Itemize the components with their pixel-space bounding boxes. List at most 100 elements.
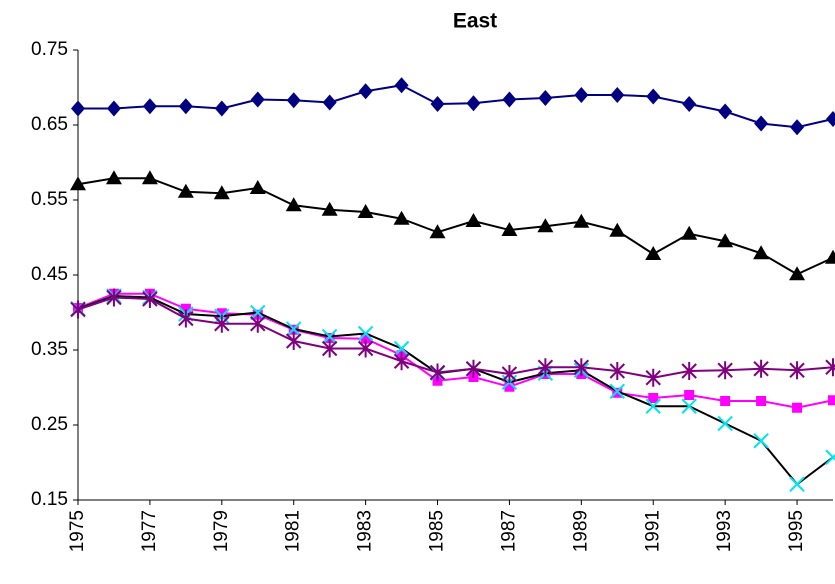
marker bbox=[180, 303, 191, 314]
marker bbox=[250, 304, 266, 321]
marker bbox=[756, 396, 767, 406]
x-tick-label: 1981 bbox=[283, 510, 304, 552]
marker bbox=[393, 340, 410, 357]
marker bbox=[394, 77, 409, 94]
marker bbox=[681, 362, 697, 380]
marker bbox=[142, 98, 157, 115]
marker bbox=[753, 433, 769, 449]
marker bbox=[501, 222, 518, 236]
y-tick-label: 0.55 bbox=[31, 189, 68, 210]
marker bbox=[250, 314, 266, 333]
marker bbox=[286, 92, 301, 109]
marker bbox=[71, 100, 85, 117]
marker-stroke bbox=[286, 321, 302, 337]
x-tick-label: 1977 bbox=[139, 510, 160, 552]
marker bbox=[321, 339, 338, 358]
marker bbox=[429, 224, 446, 239]
marker bbox=[684, 390, 695, 400]
marker bbox=[357, 204, 374, 218]
marker bbox=[502, 91, 517, 108]
marker-stroke bbox=[393, 340, 410, 357]
marker bbox=[360, 333, 371, 344]
series-line bbox=[77, 177, 834, 276]
marker bbox=[324, 333, 335, 343]
marker bbox=[465, 359, 482, 378]
marker bbox=[825, 249, 835, 264]
marker bbox=[573, 358, 590, 377]
marker bbox=[393, 210, 410, 225]
marker bbox=[828, 395, 835, 406]
marker-stroke bbox=[357, 325, 374, 342]
marker bbox=[177, 183, 194, 198]
marker bbox=[789, 476, 805, 492]
marker bbox=[717, 233, 734, 248]
marker bbox=[285, 197, 302, 212]
x-tick-label: 1985 bbox=[427, 510, 448, 552]
marker bbox=[465, 213, 482, 227]
marker bbox=[178, 309, 194, 328]
marker bbox=[826, 111, 835, 127]
marker bbox=[718, 103, 733, 120]
marker bbox=[574, 87, 589, 103]
marker bbox=[754, 115, 769, 132]
x-tick-label: 1983 bbox=[355, 510, 376, 552]
marker bbox=[682, 96, 697, 112]
marker bbox=[286, 321, 302, 337]
marker bbox=[466, 95, 481, 112]
marker bbox=[609, 222, 626, 237]
chart-title: East bbox=[453, 10, 497, 33]
marker-stroke bbox=[681, 398, 697, 414]
marker bbox=[504, 381, 515, 392]
y-tick-label: 0.45 bbox=[31, 264, 68, 285]
marker-stroke bbox=[825, 453, 835, 465]
marker bbox=[753, 245, 770, 260]
y-tick-label: 0.15 bbox=[31, 489, 68, 510]
marker bbox=[645, 246, 662, 260]
marker bbox=[609, 362, 625, 380]
marker bbox=[717, 361, 733, 380]
marker-stroke bbox=[250, 304, 266, 321]
marker bbox=[142, 290, 158, 308]
y-tick-label: 0.65 bbox=[31, 114, 68, 135]
marker bbox=[322, 94, 337, 111]
marker bbox=[429, 363, 446, 382]
marker bbox=[501, 365, 518, 383]
marker bbox=[321, 328, 338, 345]
marker bbox=[789, 361, 805, 380]
marker bbox=[609, 383, 625, 399]
marker-stroke bbox=[321, 328, 338, 345]
marker bbox=[213, 185, 230, 200]
marker bbox=[753, 359, 769, 378]
marker bbox=[717, 415, 733, 432]
marker bbox=[286, 332, 302, 350]
marker bbox=[141, 170, 158, 185]
marker bbox=[537, 218, 554, 233]
x-tick-label: 1993 bbox=[714, 510, 735, 552]
marker bbox=[357, 325, 374, 342]
x-tick-label: 1991 bbox=[642, 510, 663, 552]
marker bbox=[537, 358, 554, 377]
series-line bbox=[77, 296, 834, 379]
marker bbox=[321, 201, 338, 216]
marker-stroke bbox=[717, 415, 733, 432]
marker bbox=[250, 91, 265, 108]
marker bbox=[430, 96, 445, 112]
marker bbox=[106, 100, 121, 117]
marker bbox=[105, 170, 122, 185]
series-line bbox=[78, 84, 834, 129]
x-tick-label: 1995 bbox=[786, 510, 807, 552]
marker bbox=[214, 100, 229, 117]
marker bbox=[214, 314, 230, 333]
marker bbox=[358, 83, 373, 100]
marker bbox=[249, 180, 266, 194]
marker bbox=[610, 87, 625, 103]
y-tick-label: 0.25 bbox=[31, 414, 68, 435]
marker bbox=[357, 339, 374, 358]
marker bbox=[573, 213, 590, 228]
marker bbox=[645, 398, 661, 414]
marker bbox=[648, 393, 659, 403]
marker bbox=[825, 358, 835, 377]
marker bbox=[792, 402, 803, 413]
marker bbox=[216, 308, 227, 319]
